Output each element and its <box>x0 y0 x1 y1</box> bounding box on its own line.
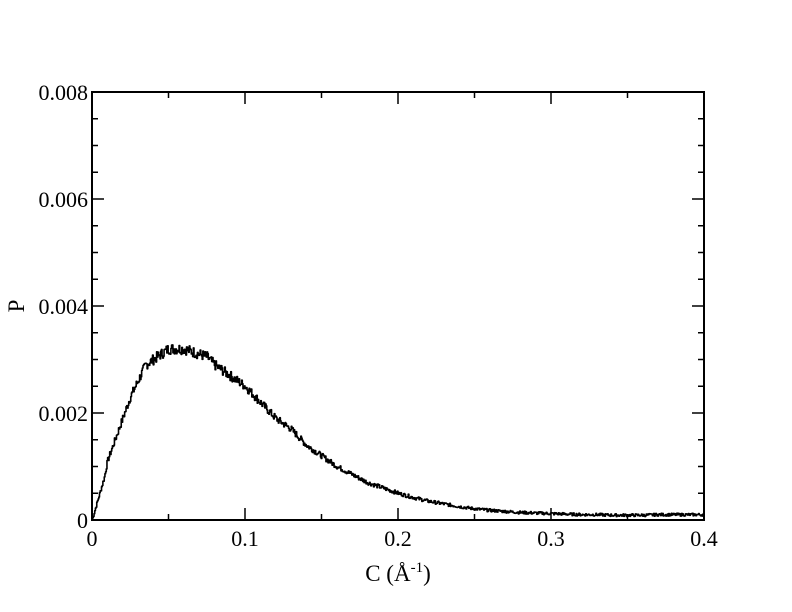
x-tick-label: 0.1 <box>231 526 259 551</box>
tick-labels: 0 0.1 0.2 0.3 0.4 0 0.002 0.004 0.006 0.008 <box>39 80 718 551</box>
x-tick-label: 0.2 <box>384 526 412 551</box>
y-tick-label: 0.006 <box>39 187 89 212</box>
x-tick-label: 0 <box>87 526 98 551</box>
x-axis-label: C (Å-1) <box>365 560 431 586</box>
x-axis-label-sup: -1 <box>411 560 424 576</box>
x-axis-label-close: ) <box>423 561 431 586</box>
y-tick-label: 0.008 <box>39 80 89 105</box>
y-tick-label: 0 <box>77 508 88 533</box>
y-tick-label: 0.002 <box>39 401 89 426</box>
x-axis-label-main: C (Å <box>365 561 411 586</box>
y-axis-label: P <box>4 300 29 313</box>
x-tick-label: 0.4 <box>690 526 718 551</box>
y-tick-label: 0.004 <box>39 294 89 319</box>
plot-frame <box>91 91 705 521</box>
series-line <box>91 344 705 521</box>
axis-ticks <box>91 91 705 521</box>
x-tick-label: 0.3 <box>537 526 565 551</box>
